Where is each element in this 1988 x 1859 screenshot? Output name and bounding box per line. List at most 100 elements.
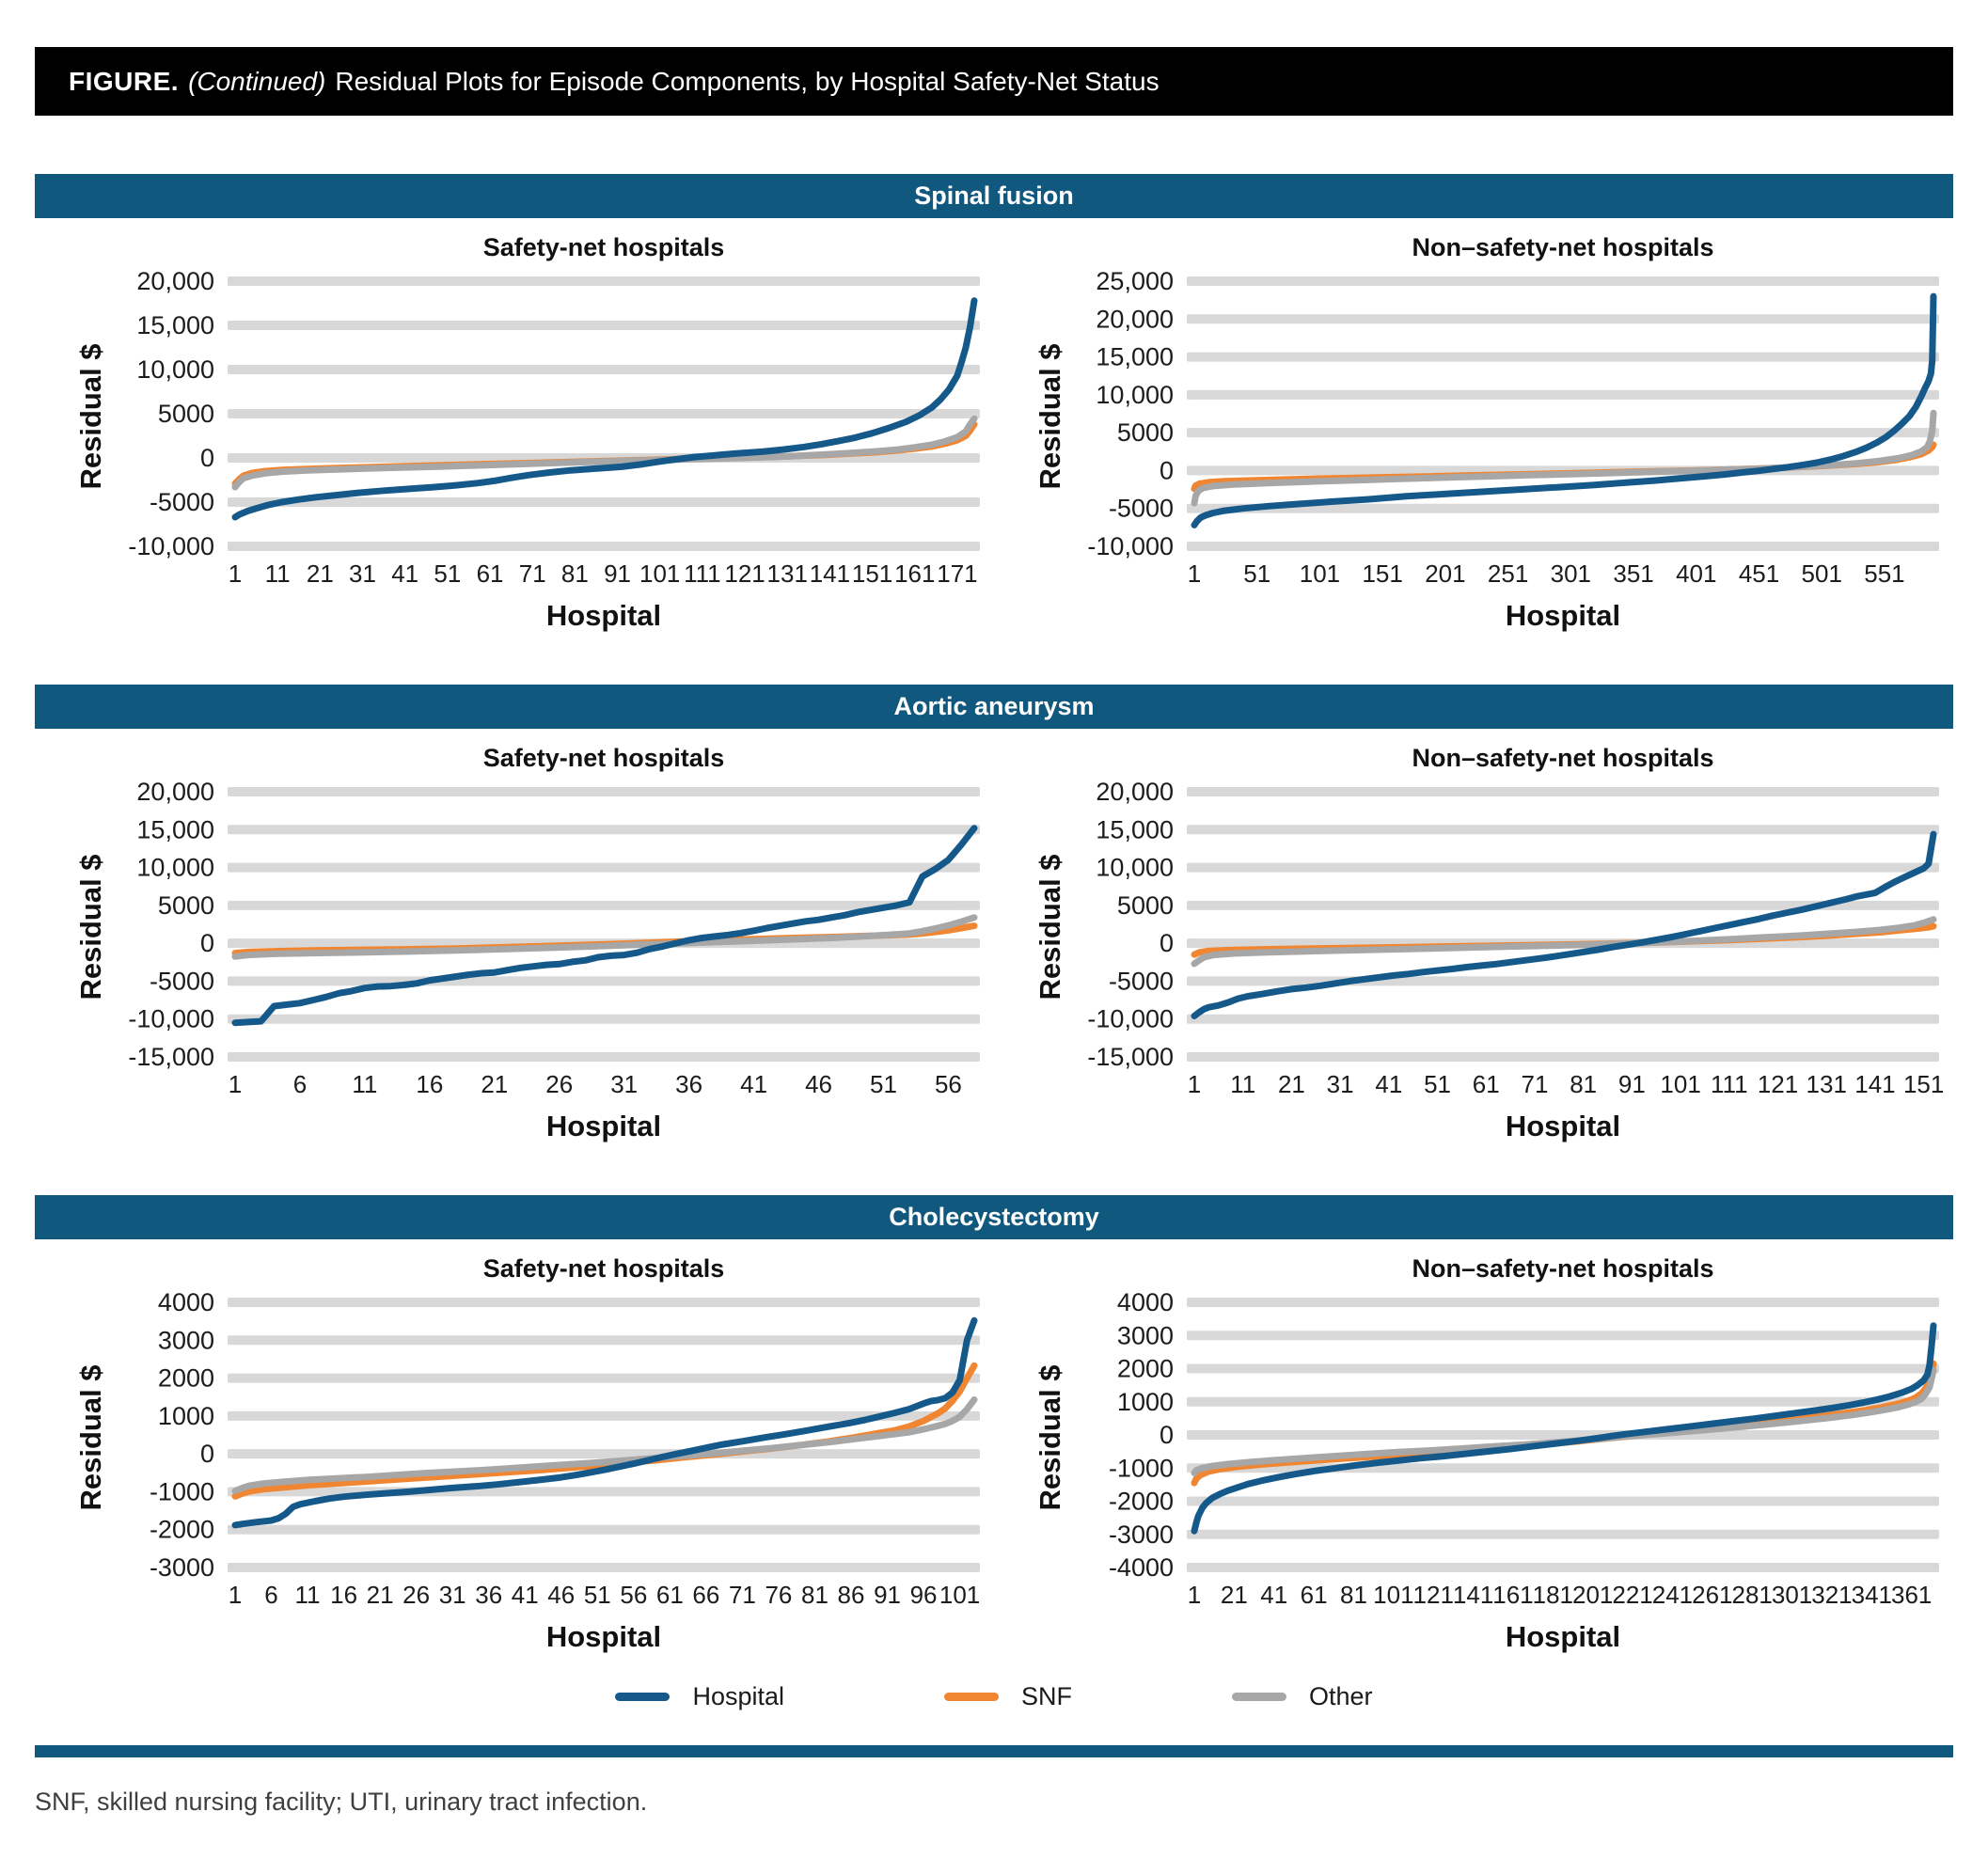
y-tick-label: -10,000 (128, 1005, 214, 1033)
gridline-band (1187, 1052, 1939, 1062)
gridline-band (1187, 1396, 1939, 1407)
x-tick-label: 16 (416, 1070, 443, 1098)
x-tick-label: 11 (295, 1581, 321, 1609)
y-tick-label: -3000 (150, 1553, 214, 1582)
chart-body: Residual $ 25,000 20,000 15,000 10,000 5000 0… (994, 268, 1953, 599)
gridline-band (228, 787, 980, 796)
gridline-band (1187, 276, 1939, 286)
figure-title: Residual Plots for Episode Components, b… (335, 66, 1160, 96)
x-tick-label: 91 (1618, 1070, 1646, 1098)
legend-item-snf: SNF (944, 1682, 1072, 1711)
x-tick-label: 101 (639, 559, 680, 588)
x-tick-label: 71 (519, 559, 546, 588)
footnote: SNF, skilled nursing facility; UTI, urin… (35, 1788, 648, 1816)
y-tick-label: 4000 (158, 1289, 214, 1316)
x-tick-label: 1 (229, 1581, 242, 1609)
y-tick-label: -3000 (1109, 1520, 1174, 1549)
x-tick-label: 551 (1864, 559, 1904, 588)
y-tick-label: 0 (1160, 456, 1174, 484)
y-tick-label: 10,000 (1096, 381, 1174, 409)
y-tick-label: 5000 (158, 891, 214, 920)
figure-continued-label: (Continued) (188, 66, 326, 96)
x-tick-label: 46 (805, 1070, 832, 1098)
y-tick-label: 5000 (1117, 891, 1174, 920)
x-tick-label: 1 (1188, 559, 1201, 588)
x-tick-label: 51 (1424, 1070, 1451, 1098)
gridline-band (1187, 542, 1939, 551)
x-tick-label: 281 (1732, 1581, 1773, 1609)
x-tick-label: 61 (656, 1581, 684, 1609)
x-tick-label: 1 (1188, 1581, 1201, 1609)
y-tick-label: -5000 (1109, 967, 1174, 995)
x-tick-label: 11 (1230, 1070, 1255, 1098)
y-tick-label: -5000 (150, 967, 214, 995)
x-tick-label: 56 (620, 1581, 647, 1609)
x-tick-label: 41 (1260, 1581, 1287, 1609)
series-line-other (1191, 1366, 1937, 1476)
x-tick-label: 41 (1375, 1070, 1402, 1098)
series-line-hospital (1191, 830, 1937, 1019)
x-tick-label: 151 (1362, 559, 1402, 588)
x-tick-label: 61 (1301, 1581, 1328, 1609)
plot-aortic-aneurysm-safety-net: 20,000 15,000 10,000 5000 0 -5000 -10,000 -15,0… (128, 779, 980, 1098)
y-tick-label: 15,000 (136, 815, 214, 843)
y-axis-label: Residual $ (1033, 343, 1066, 490)
chart-title: Non–safety-net hospitals (1412, 233, 1714, 261)
x-tick-label: 161 (894, 559, 935, 588)
x-tick-label: 321 (1811, 1581, 1852, 1609)
y-tick-label: 20,000 (1096, 305, 1174, 333)
chart-title: Non–safety-net hospitals (1412, 744, 1714, 772)
charts-row: Safety-net hospitals Residual $ 4000 3000… (35, 1239, 1953, 1654)
y-tick-label: -15,000 (128, 1043, 214, 1071)
x-axis-label: Hospital (545, 1110, 662, 1142)
x-tick-label: 21 (307, 559, 334, 588)
x-tick-label: 101 (1660, 1070, 1700, 1098)
x-tick-label: 51 (1243, 559, 1270, 588)
x-tick-label: 61 (1473, 1070, 1500, 1098)
gridline-band (1187, 352, 1939, 362)
y-tick-label: 5000 (1117, 418, 1174, 447)
x-tick-label: 41 (740, 1070, 767, 1098)
series-line-other (231, 415, 978, 491)
legend-label-snf: SNF (1021, 1682, 1072, 1710)
gridline-band (1187, 1014, 1939, 1024)
x-tick-label: 31 (1327, 1070, 1354, 1098)
chart-title: Safety-net hospitals (482, 744, 725, 772)
chart-cholecystectomy-non-safety-net: Non–safety-net hospitals Residual $ 4000… (994, 1239, 1953, 1654)
x-tick-label: 451 (1739, 559, 1779, 588)
x-tick-label: 1 (1188, 1070, 1201, 1098)
chart-spinal-fusion-safety-net: Safety-net hospitals Residual $ 20,000 15… (35, 218, 994, 633)
gridline-band (228, 1298, 980, 1307)
series-line-other (1191, 916, 1937, 968)
y-tick-label: -4000 (1109, 1553, 1174, 1582)
section-cholecystectomy: Cholecystectomy Safety-net hospitals Res… (35, 1195, 1953, 1654)
hospital-line-swatch (615, 1693, 671, 1701)
x-tick-label: 111 (684, 559, 721, 588)
y-tick-label: 1000 (158, 1402, 214, 1430)
x-tick-label: 46 (547, 1581, 575, 1609)
y-tick-label: 15,000 (1096, 815, 1174, 843)
y-tick-label: 0 (200, 929, 214, 957)
gridline-band (228, 1449, 980, 1459)
figure-title-bar: FIGURE. (Continued) Residual Plots for E… (35, 47, 1953, 116)
y-tick-label: -1000 (1109, 1454, 1174, 1482)
x-tick-label: 26 (545, 1070, 573, 1098)
x-axis-label: Hospital (1505, 1110, 1621, 1142)
x-tick-label: 11 (352, 1070, 377, 1098)
x-tick-label: 21 (481, 1070, 508, 1098)
y-tick-label: 25,000 (1096, 268, 1174, 295)
x-tick-label: 41 (512, 1581, 539, 1609)
gridline-band (228, 365, 980, 374)
gridline-band (1187, 1430, 1939, 1440)
y-tick-label: -10,000 (1087, 532, 1174, 560)
series-line-hospital (1191, 292, 1937, 528)
chart-title: Safety-net hospitals (482, 1254, 725, 1283)
other-line-swatch (1232, 1693, 1286, 1701)
x-tick-label: 131 (767, 559, 808, 588)
x-tick-label: 86 (838, 1581, 865, 1609)
x-tick-label: 111 (1711, 1070, 1748, 1098)
gridline-band (228, 409, 980, 418)
chart-aortic-aneurysm-non-safety-net: Non–safety-net hospitals Residual $ 20,0… (994, 729, 1953, 1143)
